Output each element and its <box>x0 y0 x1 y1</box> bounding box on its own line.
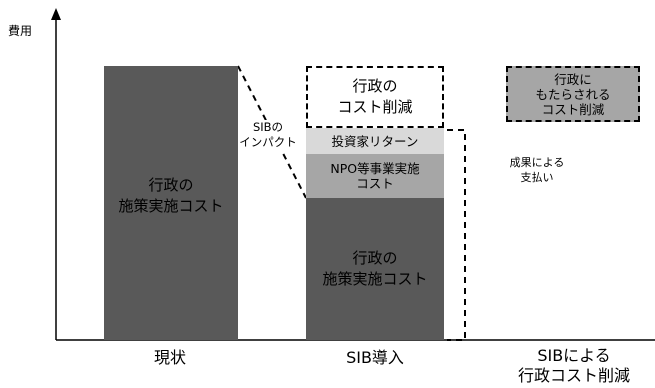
y-axis-label: 費用 <box>8 24 33 38</box>
admin-cost-reduction-label: 行政の コスト削減 <box>337 77 413 116</box>
investor-return-segment: 投資家リターン <box>306 128 444 154</box>
current-policy-cost-bar: 行政の 施策実施コスト <box>104 66 238 340</box>
admin-cost-reduction-box: 行政の コスト削減 <box>306 66 444 128</box>
y-axis-arrow <box>51 8 61 20</box>
npo-cost-segment: NPO等事業実施 コスト <box>306 154 444 198</box>
category-current: 現状 <box>153 348 186 367</box>
sib-impact-annotation: SIBの インパクト <box>238 120 298 150</box>
resulting-reduction-label: 行政に もたらされる コスト削減 <box>535 71 611 117</box>
category-sib-introduction: SIB導入 <box>346 348 404 367</box>
investor-return-label: 投資家リターン <box>331 133 419 149</box>
resulting-reduction-box: 行政に もたらされる コスト削減 <box>506 66 640 122</box>
impact-connector-line <box>237 65 307 199</box>
outcome-payment-bracket <box>447 129 466 341</box>
sib-policy-cost-label: 行政の 施策実施コスト <box>322 249 428 288</box>
sib-policy-cost-bar: 行政の 施策実施コスト <box>306 198 444 340</box>
category-sib-reduction: SIBによる 行政コスト削減 <box>517 346 630 385</box>
outcome-payment-annotation: 成果による 支払い <box>509 156 565 184</box>
current-policy-cost-label: 行政の 施策実施コスト <box>118 176 224 215</box>
npo-cost-label: NPO等事業実施 コスト <box>330 161 420 191</box>
